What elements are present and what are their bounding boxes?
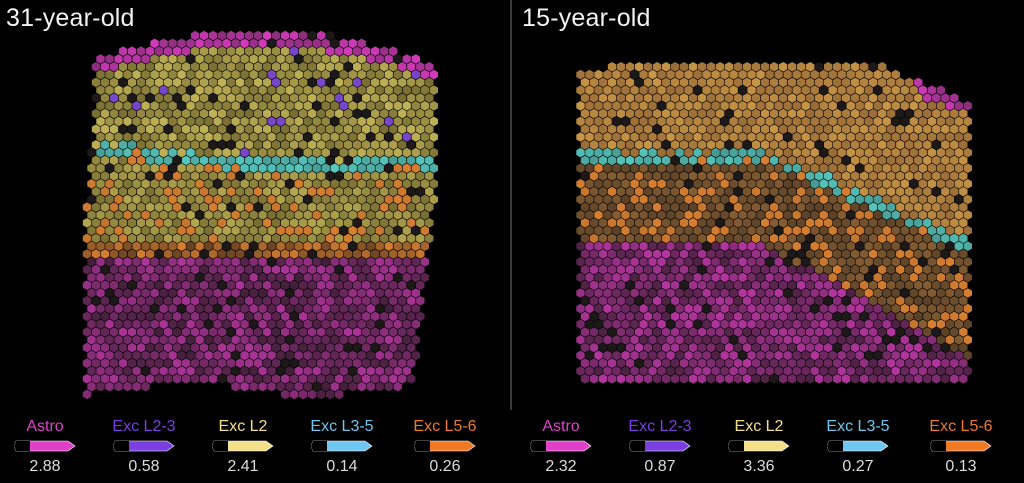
legend-label: Exc L5-6	[929, 418, 993, 435]
legend-label: Exc L3-5	[826, 418, 890, 435]
panel-31-year-old: 31-year-old Astro 2.88 Exc L2-3 0.58 Exc…	[0, 0, 508, 483]
legend-colorbar	[727, 440, 790, 452]
legend-label: Exc L2-3	[628, 418, 692, 435]
legend-colorbar	[628, 440, 691, 452]
legend-label: Astro	[26, 418, 64, 435]
legend-max-value: 0.58	[128, 458, 160, 475]
legend-colorbar	[211, 440, 274, 452]
tissue-section-image	[82, 30, 438, 400]
legend-max-value: 0.26	[429, 458, 461, 475]
legend-colorbar	[413, 440, 476, 452]
legend-colorbar	[529, 440, 592, 452]
legend-max-value: 0.13	[945, 458, 977, 475]
legend-label: Exc L2	[218, 418, 268, 435]
legend-max-value: 2.41	[227, 458, 259, 475]
legend-colorbar	[310, 440, 373, 452]
legend-max-value: 2.32	[545, 458, 577, 475]
legend-label: Astro	[542, 418, 580, 435]
tissue-section-image	[576, 62, 972, 384]
legend-item-astro: Astro 2.32	[516, 418, 606, 476]
color-legend: Astro 2.32 Exc L2-3 0.87 Exc L2 3.36 Exc…	[516, 418, 1024, 483]
legend-item-exc-l5-6: Exc L5-6 0.26	[400, 418, 490, 476]
legend-label: Exc L2-3	[112, 418, 176, 435]
panel-title: 31-year-old	[6, 4, 135, 32]
legend-label: Exc L5-6	[413, 418, 477, 435]
legend-colorbar	[929, 440, 992, 452]
legend-max-value: 0.14	[326, 458, 358, 475]
legend-colorbar	[13, 440, 76, 452]
panel-title: 15-year-old	[522, 4, 651, 32]
legend-label: Exc L2	[734, 418, 784, 435]
legend-item-exc-l3-5: Exc L3-5 0.14	[297, 418, 387, 476]
panel-15-year-old: 15-year-old Astro 2.32 Exc L2-3 0.87 Exc…	[516, 0, 1024, 483]
legend-item-exc-l2-3: Exc L2-3 0.87	[615, 418, 705, 476]
legend-label: Exc L3-5	[310, 418, 374, 435]
legend-colorbar	[826, 440, 889, 452]
legend-max-value: 0.87	[644, 458, 676, 475]
legend-item-exc-l2-3: Exc L2-3 0.58	[99, 418, 189, 476]
legend-item-exc-l2: Exc L2 2.41	[198, 418, 288, 476]
legend-max-value: 2.88	[29, 458, 61, 475]
legend-item-exc-l5-6: Exc L5-6 0.13	[916, 418, 1006, 476]
panel-divider	[510, 0, 512, 410]
legend-item-astro: Astro 2.88	[0, 418, 90, 476]
legend-item-exc-l3-5: Exc L3-5 0.27	[813, 418, 903, 476]
legend-item-exc-l2: Exc L2 3.36	[714, 418, 804, 476]
legend-colorbar	[112, 440, 175, 452]
legend-max-value: 3.36	[743, 458, 775, 475]
legend-max-value: 0.27	[842, 458, 874, 475]
color-legend: Astro 2.88 Exc L2-3 0.58 Exc L2 2.41 Exc…	[0, 418, 508, 483]
